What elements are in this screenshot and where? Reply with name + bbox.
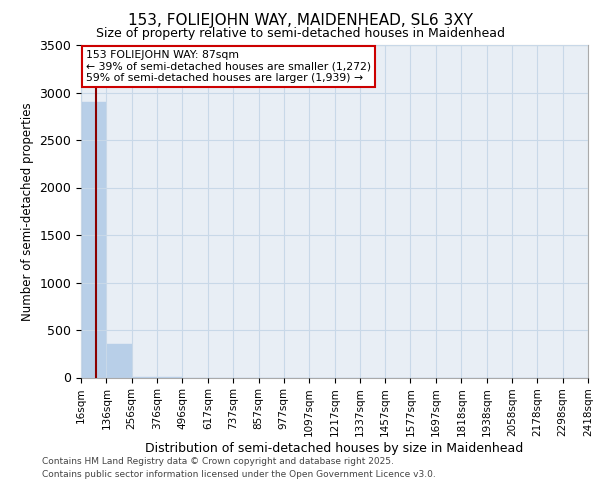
Text: Contains public sector information licensed under the Open Government Licence v3: Contains public sector information licen…: [42, 470, 436, 479]
Bar: [106, 344, 131, 378]
Text: Contains HM Land Registry data © Crown copyright and database right 2025.: Contains HM Land Registry data © Crown c…: [42, 458, 394, 466]
Bar: [81, 102, 106, 378]
X-axis label: Distribution of semi-detached houses by size in Maidenhead: Distribution of semi-detached houses by …: [145, 442, 524, 454]
Y-axis label: Number of semi-detached properties: Number of semi-detached properties: [21, 102, 34, 320]
Text: 153 FOLIEJOHN WAY: 87sqm
← 39% of semi-detached houses are smaller (1,272)
59% o: 153 FOLIEJOHN WAY: 87sqm ← 39% of semi-d…: [86, 50, 371, 83]
Text: 153, FOLIEJOHN WAY, MAIDENHEAD, SL6 3XY: 153, FOLIEJOHN WAY, MAIDENHEAD, SL6 3XY: [128, 12, 473, 28]
Text: Size of property relative to semi-detached houses in Maidenhead: Size of property relative to semi-detach…: [95, 28, 505, 40]
